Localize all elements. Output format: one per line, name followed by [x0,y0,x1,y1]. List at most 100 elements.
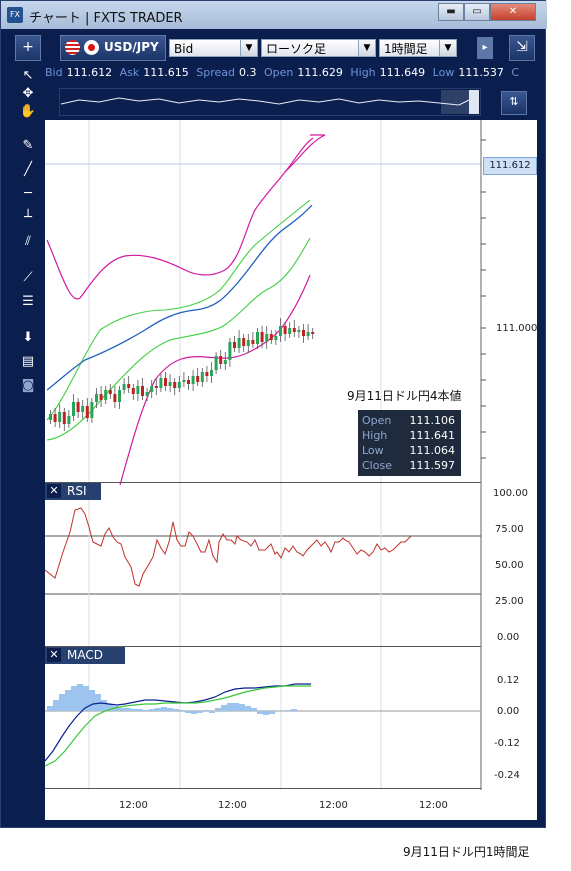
macd-panel[interactable]: ✕ MACD [45,646,537,786]
candle-body [311,332,315,334]
add-chart-button[interactable]: + [15,35,41,61]
candle-body [150,386,154,392]
cursor-icon[interactable]: ↖ [22,68,34,83]
upper-band [46,134,326,300]
candle-body [108,390,112,394]
candle-body [242,338,246,346]
candle-body [173,382,177,388]
spread-value: 0.3 [238,66,257,79]
time-label: 12:00 [218,800,247,811]
candle-body [53,414,57,422]
ohlc-low-label: Low [362,444,384,457]
candle-body [292,328,296,332]
candle-body [302,330,305,336]
macd-line [45,683,311,762]
candle-body [99,394,103,400]
candle-body [118,390,121,402]
app-icon: FX [7,7,23,23]
download-icon[interactable]: ⬇ [22,330,34,345]
t-line-icon[interactable]: ┴ [24,210,32,225]
candle-body [113,394,117,402]
navigator-line [60,97,470,106]
chart-type-value: ローソク足 [266,42,327,56]
candle-body [205,372,209,376]
table-icon[interactable]: ▤ [21,354,35,369]
macd-close-icon[interactable]: ✕ [47,648,61,662]
parallel-lines-icon[interactable]: ⫽ [25,234,31,249]
collapse-icon[interactable]: ⇲ [509,35,535,61]
macd-histogram [47,684,297,715]
hand-icon[interactable]: ✋ [19,104,37,119]
candle-body [49,414,52,420]
candle-body [76,402,80,412]
camera-icon[interactable]: ◙ [21,378,35,393]
macd-tick: 0.00 [497,706,520,717]
candle-body [283,326,287,334]
rsi-tick: 25.00 [495,596,524,607]
symbol-selector[interactable]: USD/JPY [60,35,166,61]
candle-body [219,356,223,364]
candle-body [72,402,75,416]
candle-body [145,392,149,396]
candle-body [256,332,259,344]
high-value: 111.649 [379,66,426,79]
toolbar: + USD/JPY Bid ▼ ローソク足 ▼ 1時間足 ▼ ▸ ⇲ [5,31,543,64]
candle-body [297,330,301,332]
rsi-panel[interactable]: ✕ RSI 100.00 75.00 50.00 25.00 0.00 [45,482,537,644]
rsi-tick: 50.00 [495,560,524,571]
rsi-label: RSI [67,484,87,498]
candle-body [81,406,85,412]
candle-body [141,386,144,396]
fan-icon[interactable]: ⟋ [23,270,33,285]
pencil-icon[interactable]: ✎ [22,138,34,153]
upper-band-2 [284,137,314,173]
pin-icon[interactable]: ▸ [477,37,493,59]
timeframe-select[interactable]: 1時間足 ▼ [379,39,457,57]
candle-body [127,384,131,388]
minimize-button[interactable]: ▬ [438,3,464,21]
zoom-reset-icon[interactable]: ⇅ [501,91,527,115]
candle-body [306,332,310,336]
window-title: チャート | FXTS TRADER [29,11,183,26]
crosshair-icon[interactable]: ✥ [22,86,34,101]
open-value: 111.629 [297,66,343,79]
chart-area[interactable]: 111.612 111.000 ✕ RSI 100.00 75.00 50.00 … [45,120,537,820]
chart-type-select[interactable]: ローソク足 ▼ [261,39,376,57]
caption: 9月11日ドル円1時間足 [403,845,530,859]
candle-body [159,378,163,388]
candle-body [288,328,292,334]
list-lines-icon[interactable]: ☰ [22,294,34,309]
low-value: 111.537 [458,66,504,79]
candle-body [58,412,62,422]
candle-body [67,416,71,424]
spread-label: Spread [196,66,235,79]
ohlc-open-label: Open [362,414,392,427]
macd-label: MACD [67,648,103,662]
chevron-down-icon: ▼ [439,40,456,56]
high-label: High [350,66,376,79]
restore-button[interactable]: ▭ [464,3,490,21]
candle-body [274,336,278,340]
ask-label: Ask [119,66,140,79]
candle-body [233,342,236,348]
mid-band [46,199,311,421]
candle-body [177,382,181,388]
candle-body [182,380,186,382]
candle-body [265,334,269,342]
navigator-handle[interactable] [469,90,479,114]
candle-body [191,376,195,384]
ohlc-open-value: 111.106 [409,414,456,427]
current-price-label: 111.612 [483,157,537,175]
price-type-select[interactable]: Bid ▼ [169,39,258,57]
ohlc-high-value: 111.641 [409,429,456,442]
trendline-icon[interactable]: ╱ [24,162,32,177]
price-axis-ticks [481,139,486,459]
close-button[interactable]: ✕ [490,3,536,21]
annotation-text: 9月11日ドル円4本値 [347,389,462,403]
rsi-close-icon[interactable]: ✕ [47,484,61,498]
candle-body [104,390,108,400]
open-label: Open [263,66,294,79]
macd-tag: ✕ MACD [45,647,125,664]
horizontal-line-icon[interactable]: ─ [24,186,32,201]
navigator-strip[interactable] [59,88,481,116]
